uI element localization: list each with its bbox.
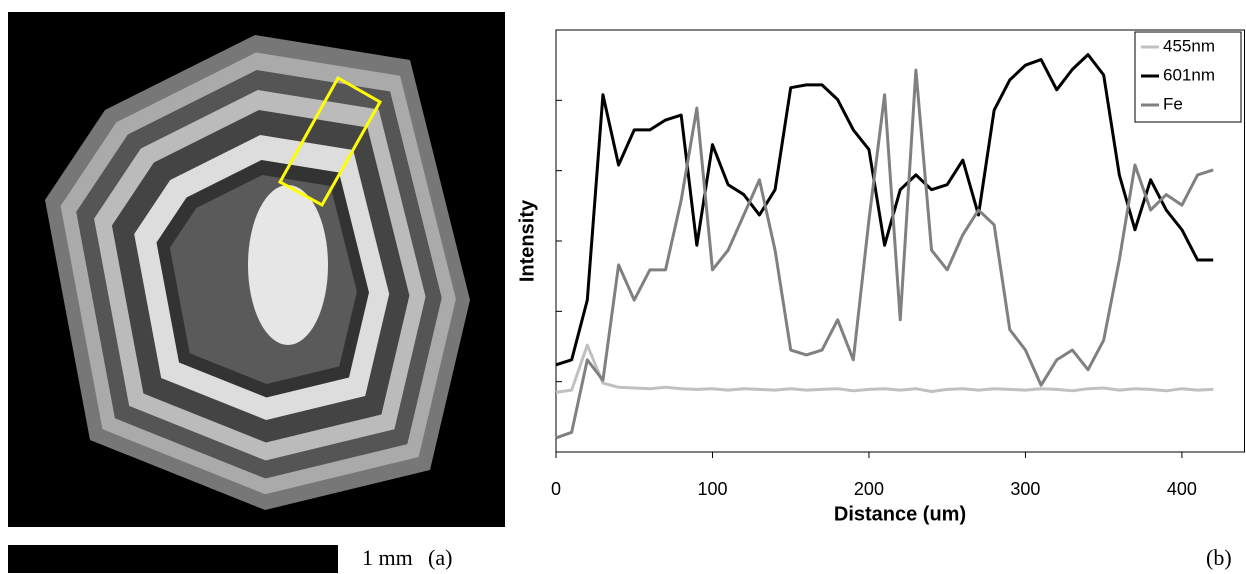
line-series bbox=[555, 68, 1214, 440]
x-axis-label: Distance (um) bbox=[834, 503, 966, 525]
panel-label: (b) bbox=[1206, 545, 1232, 570]
x-tick-label: 400 bbox=[1167, 479, 1197, 499]
scale-bar bbox=[8, 545, 338, 573]
x-tick-label: 100 bbox=[697, 479, 727, 499]
micrograph bbox=[8, 12, 505, 527]
line-series bbox=[555, 343, 1214, 394]
panel-label: (a) bbox=[428, 545, 452, 570]
line-series bbox=[555, 53, 1214, 367]
x-tick-label: 200 bbox=[854, 479, 884, 499]
legend-label: Fe bbox=[1163, 94, 1183, 113]
legend-label: 601nm bbox=[1163, 65, 1215, 84]
legend-label: 455nm bbox=[1163, 36, 1215, 55]
y-axis-label: Intensity bbox=[516, 199, 538, 282]
scale-label: 1 mm bbox=[362, 545, 413, 570]
x-tick-label: 0 bbox=[551, 479, 561, 499]
x-tick-label: 300 bbox=[1010, 479, 1040, 499]
